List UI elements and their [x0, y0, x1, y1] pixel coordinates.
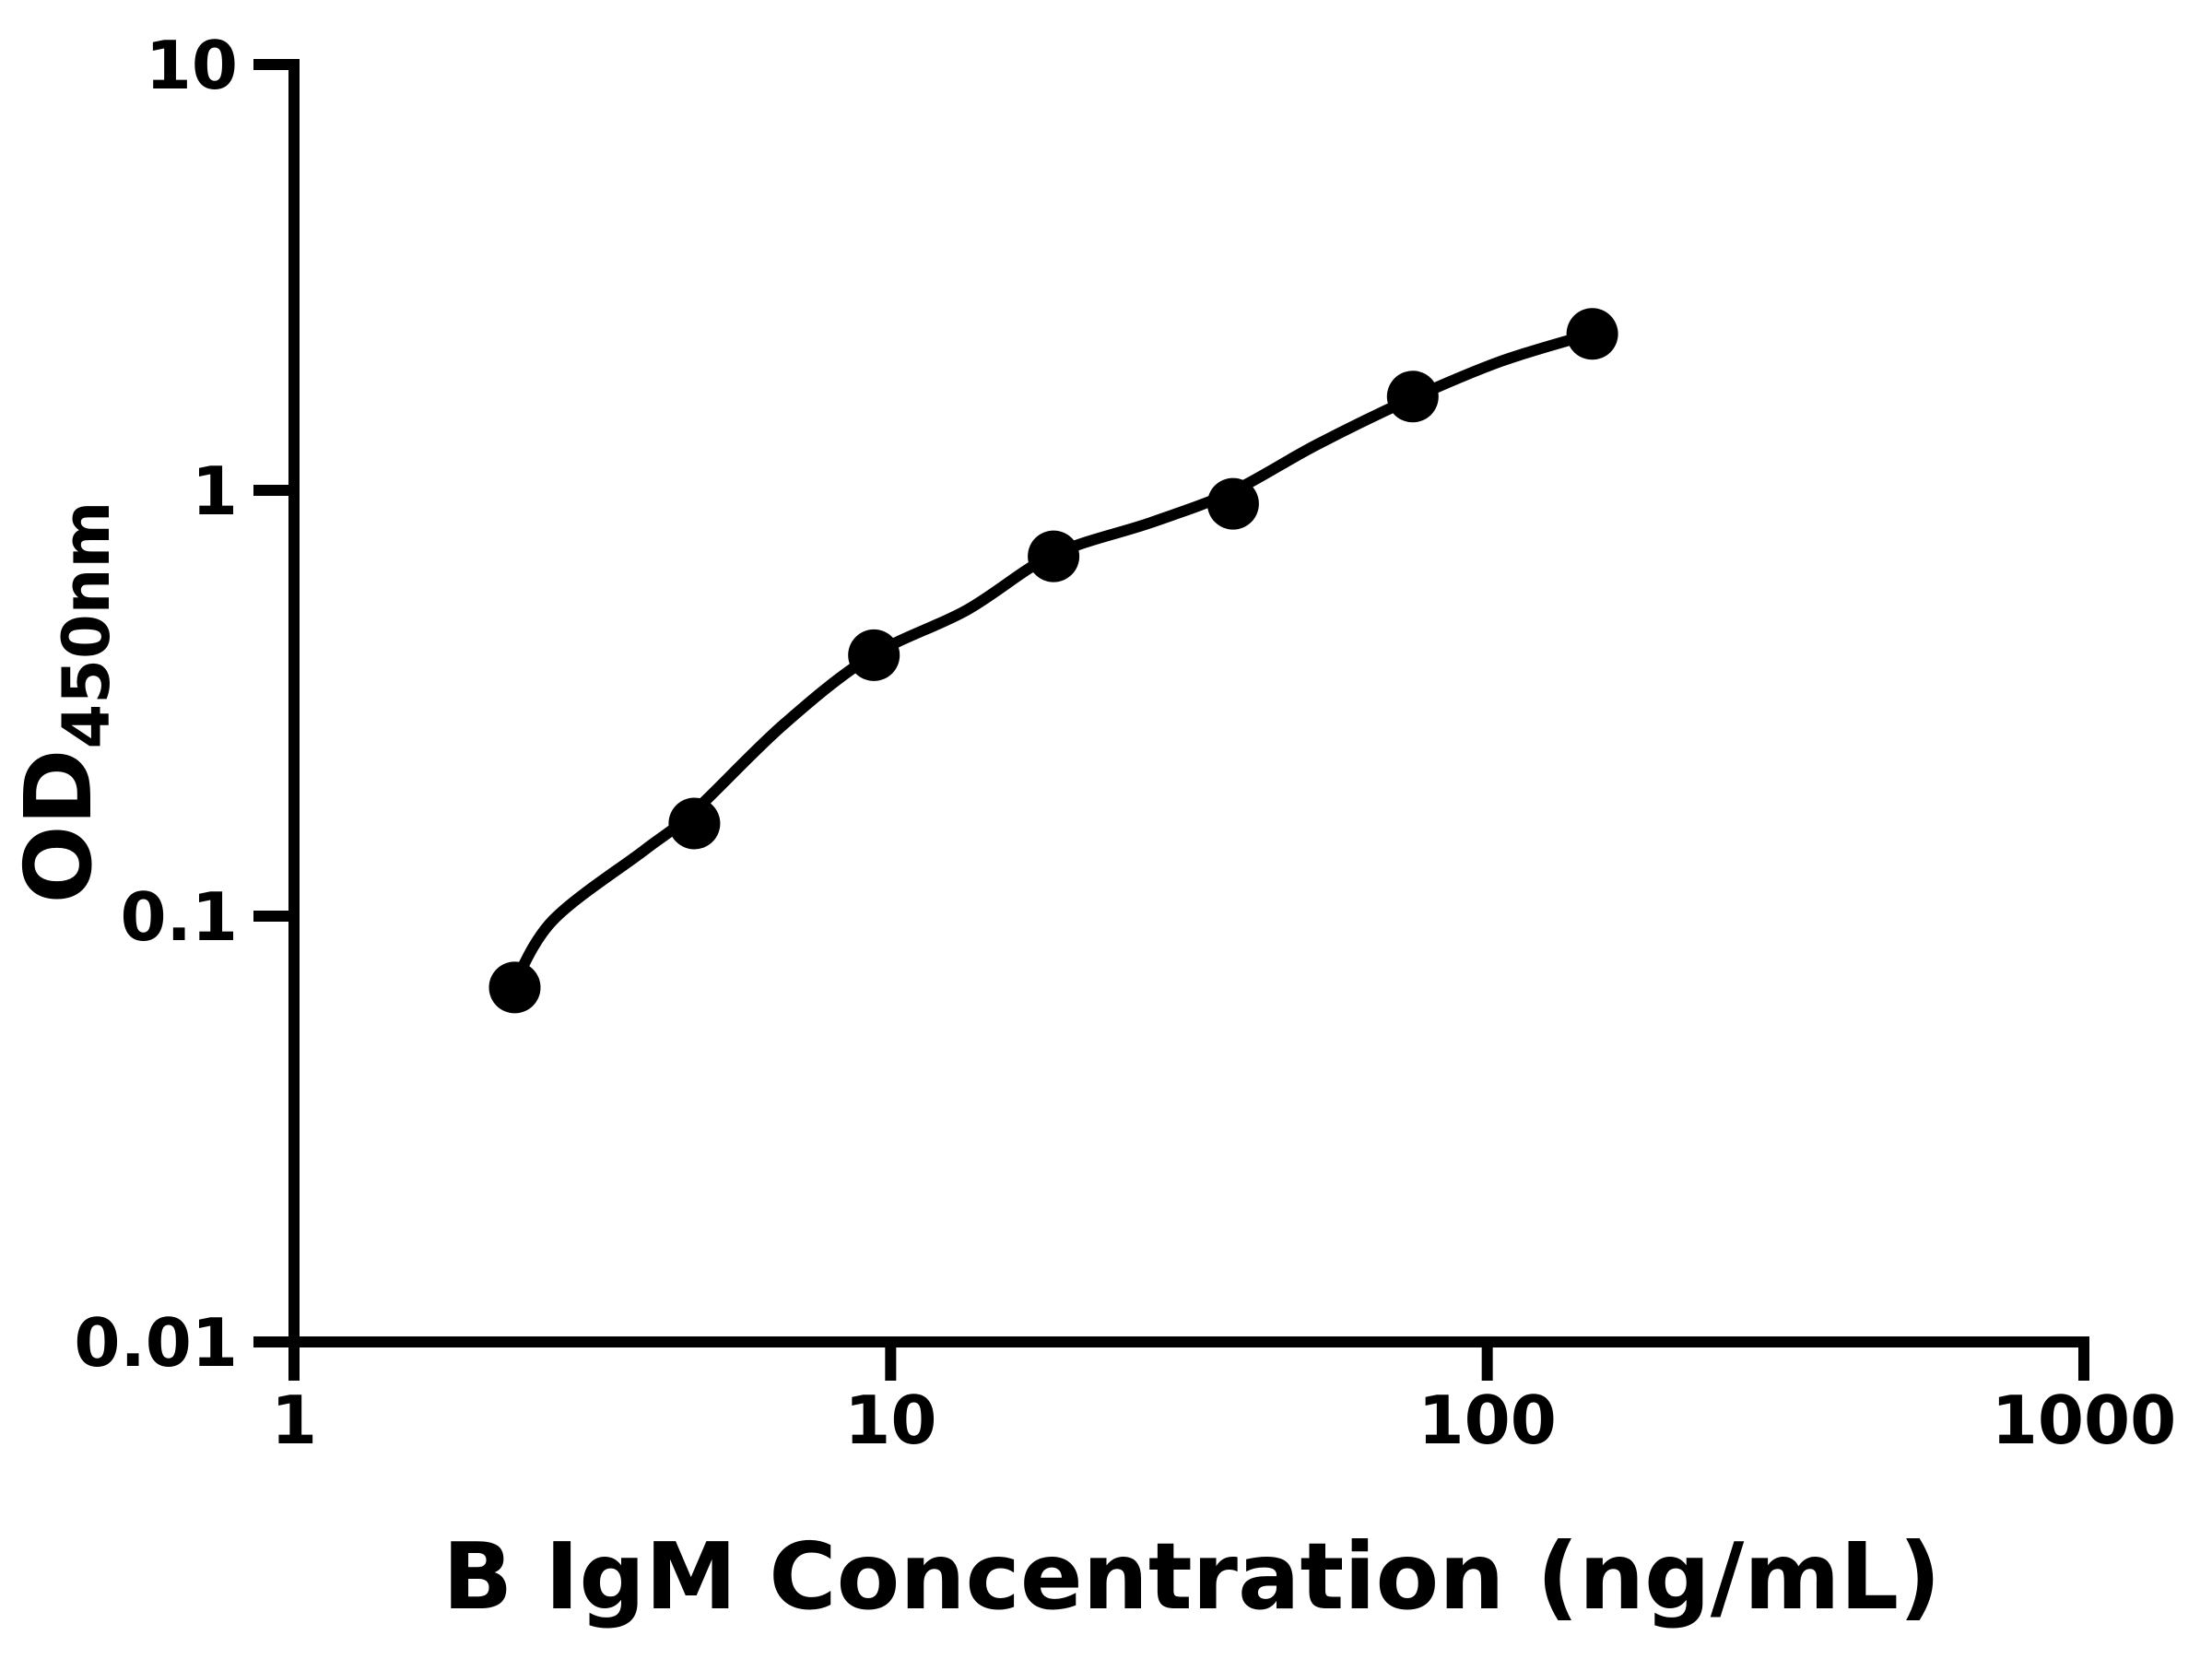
data-points — [488, 308, 1618, 1014]
x-tick-label: 1000 — [1992, 1382, 2176, 1459]
y-axis-title-main: OD — [5, 748, 112, 903]
x-tick-label: 10 — [844, 1382, 936, 1459]
data-point — [488, 961, 541, 1014]
data-point — [1206, 477, 1259, 530]
fit-curve-line — [507, 328, 1597, 992]
data-point — [1566, 308, 1618, 360]
y-tick-label: 0.1 — [120, 878, 238, 956]
x-tick-label: 1 — [271, 1382, 317, 1459]
data-point — [668, 797, 721, 850]
axes — [253, 59, 2089, 1381]
data-point — [1028, 530, 1080, 582]
y-axis-title: OD450nm — [5, 501, 124, 904]
y-tick-label: 10 — [146, 27, 238, 104]
x-tick-label: 100 — [1418, 1382, 1557, 1459]
y-tick-label: 0.01 — [74, 1304, 238, 1382]
data-point — [1386, 371, 1439, 423]
y-tick-label: 1 — [192, 453, 238, 530]
data-point — [848, 629, 900, 681]
x-axis-title: B IgM Concentration (ng/mL) — [442, 1523, 1941, 1630]
y-axis-title-sub: 450nm — [49, 501, 124, 749]
tick-labels: 0.01 0.1 1 10 1 10 100 1000 — [74, 27, 2176, 1459]
